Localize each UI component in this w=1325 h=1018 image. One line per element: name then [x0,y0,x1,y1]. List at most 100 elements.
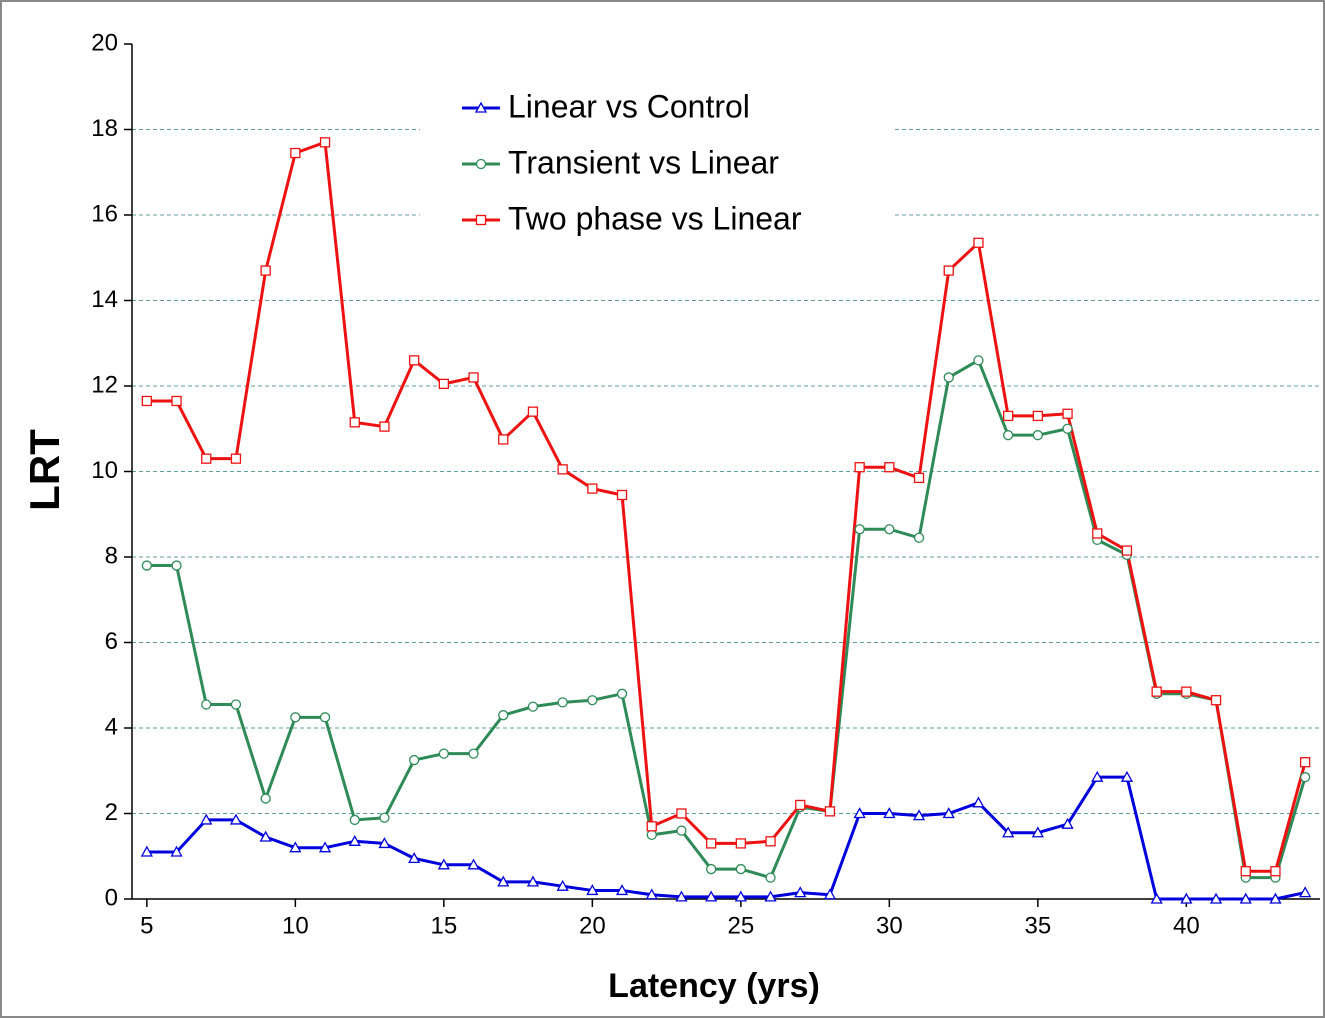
marker [379,421,390,432]
marker [1002,826,1015,838]
marker [497,875,510,887]
marker [1120,770,1134,782]
marker [498,434,509,445]
x-tick-label: 20 [579,912,606,939]
marker [348,834,361,846]
marker [1240,866,1251,877]
marker [1299,886,1312,898]
marker [1209,892,1223,904]
marker [140,845,153,857]
x-tick-label: 5 [140,912,153,939]
marker [1180,892,1193,904]
marker [319,137,331,148]
marker [1003,410,1014,422]
marker [1092,528,1103,539]
marker [645,888,658,900]
marker [1032,430,1043,441]
series-line [146,358,1307,880]
y-tick-label: 2 [105,799,118,826]
marker [408,852,421,864]
marker [854,462,865,473]
marker [527,701,539,712]
series-line [146,140,1307,873]
marker [646,821,657,832]
marker [972,796,985,808]
marker [1003,430,1014,441]
marker [379,812,390,823]
marker [475,214,487,226]
marker [1061,817,1074,829]
x-tick-label: 25 [727,912,754,939]
marker [1091,770,1104,782]
marker [468,372,479,383]
marker [764,890,777,902]
y-tick-label: 10 [91,457,118,484]
marker [943,265,954,276]
legend-label: Linear vs Control [508,88,750,124]
marker [438,378,450,390]
x-tick-label: 35 [1024,912,1051,939]
marker [1300,772,1311,783]
marker [290,712,301,723]
marker [912,809,926,821]
marker [201,453,212,464]
marker [734,890,747,902]
marker [765,836,776,847]
y-tick-label: 14 [91,286,118,313]
marker [468,748,479,759]
marker [289,841,302,853]
marker [1181,686,1192,697]
legend-label: Transient vs Linear [508,144,779,180]
marker [913,472,925,484]
marker [706,838,717,849]
marker [676,808,687,819]
marker [705,890,718,902]
marker [230,699,242,710]
marker [735,838,746,849]
marker [556,879,569,891]
marker [706,863,717,875]
y-tick-label: 12 [91,371,118,398]
x-axis-label: Latency (yrs) [608,967,820,1005]
marker [171,560,182,571]
y-tick-label: 16 [91,200,118,227]
marker [795,799,806,811]
marker [318,841,332,853]
marker [259,830,272,842]
legend-label: Two phase vs Linear [508,200,802,236]
marker [1031,826,1044,838]
marker [467,858,480,870]
marker [765,872,776,883]
marker [854,524,865,535]
marker [527,406,539,417]
marker [438,748,450,759]
marker [378,837,391,849]
marker [1062,408,1073,419]
marker [676,825,687,836]
marker [170,845,183,857]
marker [349,417,360,428]
marker [913,532,925,543]
y-tick-label: 4 [105,713,118,740]
marker [1269,892,1282,904]
marker [824,806,836,817]
marker [884,524,895,535]
marker [973,237,984,248]
marker [260,265,271,276]
marker [586,884,599,896]
marker [646,829,657,841]
marker [853,807,866,819]
y-axis-label: LRT [21,429,68,511]
x-tick-label: 30 [876,912,903,939]
marker [200,813,213,825]
x-tick-label: 15 [430,912,457,939]
marker [1150,892,1163,904]
marker [675,890,688,902]
marker [884,462,895,473]
marker [942,807,955,819]
marker [557,697,568,708]
marker [1121,545,1133,556]
marker [794,886,807,898]
marker [587,695,598,706]
